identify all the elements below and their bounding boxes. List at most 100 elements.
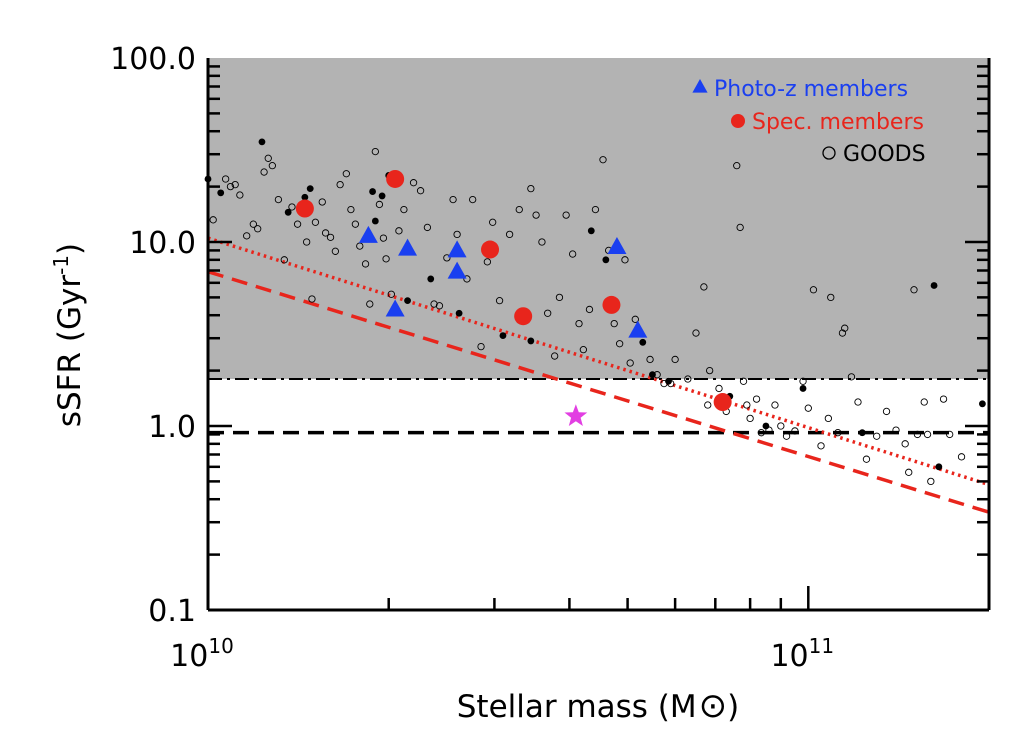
goods-point	[579, 345, 588, 354]
goods-point	[854, 398, 862, 406]
goods-point	[733, 161, 741, 170]
goods-point	[569, 250, 577, 258]
goods-point	[562, 211, 570, 219]
goods-point	[626, 359, 634, 367]
goods-point	[923, 430, 932, 439]
spec-member-point	[602, 295, 621, 314]
goods-filled-point	[258, 138, 266, 146]
series-photo-z-members	[358, 225, 648, 338]
goods-point	[892, 426, 900, 434]
goods-point	[231, 180, 239, 189]
goods-point	[782, 432, 791, 440]
goods-filled-point	[499, 332, 507, 339]
goods-point	[715, 384, 723, 393]
goods-point	[221, 175, 230, 183]
goods-point	[804, 404, 812, 412]
goods-point	[366, 300, 374, 308]
goods-point	[311, 218, 320, 226]
goods-point	[308, 295, 316, 303]
goods-point	[873, 432, 881, 440]
goods-filled-point	[935, 463, 943, 471]
goods-point	[544, 309, 552, 317]
goods-filled-point	[404, 297, 411, 305]
goods-point	[610, 319, 618, 328]
y-tick-label: 100.0	[110, 42, 196, 77]
axes-frame	[206, 58, 991, 612]
y-tick-label: 1.0	[148, 410, 196, 445]
goods-point	[226, 182, 235, 191]
goods-point	[631, 315, 639, 323]
goods-filled-point	[378, 192, 386, 200]
goods-point	[585, 305, 594, 314]
goods-point	[387, 290, 395, 298]
line-dashed	[207, 269, 990, 514]
goods-filled-point	[930, 282, 938, 289]
star-point	[564, 404, 588, 426]
goods-point	[841, 324, 849, 332]
goods-filled-point	[587, 227, 595, 235]
data-points	[204, 138, 986, 486]
goods-point	[430, 300, 438, 308]
goods-point	[515, 205, 523, 214]
legend-open-circle-icon	[822, 146, 836, 160]
goods-point	[704, 401, 712, 409]
goods-point	[469, 195, 477, 204]
goods-point	[532, 211, 540, 219]
legend-label: GOODS	[843, 142, 926, 167]
goods-point	[303, 238, 311, 246]
goods-filled-point	[978, 400, 986, 408]
legend: Photo-z members Spec. members GOODS	[692, 77, 926, 167]
goods-point	[423, 223, 432, 232]
goods-point	[331, 247, 340, 255]
goods-point	[382, 255, 390, 263]
spec-member-point	[386, 169, 405, 188]
goods-point	[555, 293, 564, 302]
goods-point	[939, 395, 948, 403]
goods-point	[591, 205, 600, 214]
goods-point	[736, 223, 744, 232]
spec-member-point	[481, 240, 500, 259]
goods-point	[799, 377, 807, 385]
goods-filled-point	[284, 208, 292, 216]
goods-point	[575, 319, 583, 328]
goods-point	[827, 293, 835, 302]
goods-point	[409, 179, 418, 187]
goods-point	[847, 373, 856, 381]
axis-ticks	[206, 65, 991, 612]
goods-point	[321, 229, 330, 237]
goods-point	[757, 429, 765, 437]
goods-point	[347, 205, 355, 214]
goods-point	[752, 395, 761, 403]
goods-filled-point	[665, 377, 672, 385]
goods-point	[621, 256, 629, 264]
goods-point	[599, 156, 607, 164]
goods-point	[274, 195, 283, 204]
goods-point	[817, 442, 825, 450]
goods-point	[243, 232, 251, 240]
goods-point	[646, 355, 654, 364]
series-spec-members	[295, 169, 732, 412]
relation-lines	[207, 236, 990, 514]
goods-point	[351, 220, 360, 228]
goods-point	[700, 283, 708, 291]
goods-point	[746, 414, 754, 423]
goods-point	[236, 191, 244, 199]
goods-filled-point	[799, 385, 807, 392]
goods-filled-point	[639, 338, 647, 346]
goods-point	[268, 161, 277, 170]
goods-point	[910, 286, 918, 294]
goods-point	[882, 407, 891, 416]
goods-point	[318, 198, 326, 206]
y-tick-label: 0.1	[148, 594, 196, 629]
goods-point	[356, 242, 364, 250]
goods-point	[326, 233, 335, 241]
goods-point	[838, 329, 847, 337]
goods-filled-point	[371, 217, 379, 225]
y-tick-label: 10.0	[129, 226, 196, 261]
goods-point	[483, 258, 492, 266]
tick-labels: 0.1 1.0 10.0 100.0 1010 1011	[110, 42, 834, 674]
goods-filled-point	[301, 193, 309, 201]
goods-point	[209, 216, 217, 224]
goods-point	[371, 147, 379, 156]
goods-point	[834, 429, 842, 437]
